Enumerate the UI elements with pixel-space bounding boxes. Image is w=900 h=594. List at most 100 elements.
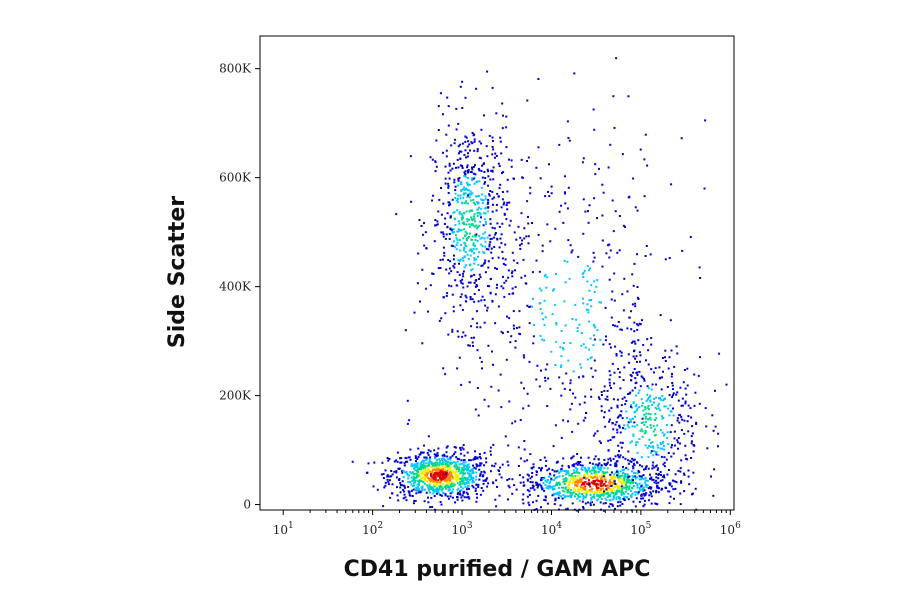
scatter-point [680, 429, 683, 432]
scatter-point [471, 238, 474, 241]
scatter-point [622, 491, 625, 494]
scatter-point [580, 344, 583, 347]
scatter-point [399, 481, 402, 484]
scatter-point [600, 441, 602, 444]
scatter-point [477, 206, 480, 209]
scatter-point [552, 488, 555, 491]
scatter-point [481, 264, 484, 267]
scatter-point [522, 493, 525, 496]
scatter-point [568, 481, 571, 484]
scatter-point [612, 324, 615, 327]
scatter-point [463, 477, 466, 480]
scatter-point [610, 485, 613, 487]
scatter-point [467, 169, 470, 172]
scatter-point [465, 136, 468, 139]
scatter-point [604, 479, 607, 482]
scatter-point [652, 454, 655, 457]
scatter-point [562, 348, 565, 351]
scatter-point [496, 485, 498, 488]
scatter-point [586, 483, 589, 486]
scatter-point [406, 422, 409, 425]
scatter-point [571, 456, 574, 459]
scatter-point [595, 491, 598, 494]
scatter-point [466, 184, 469, 187]
scatter-point [461, 218, 464, 221]
scatter-point [650, 426, 653, 429]
scatter-point [402, 469, 405, 472]
scatter-point [580, 486, 583, 489]
scatter-point [649, 394, 652, 397]
scatter-point [605, 464, 608, 467]
scatter-point [433, 484, 436, 486]
scatter-point [657, 477, 660, 480]
scatter-point [633, 368, 636, 370]
scatter-point [629, 481, 632, 484]
scatter-point [465, 223, 468, 226]
scatter-point [519, 481, 522, 484]
scatter-point [609, 473, 612, 476]
scatter-point [571, 318, 574, 320]
scatter-point [420, 468, 423, 471]
scatter-point [422, 481, 425, 483]
scatter-point [631, 406, 634, 409]
scatter-point [539, 459, 542, 461]
scatter-point [463, 247, 466, 249]
scatter-point [624, 486, 627, 489]
scatter-point [423, 500, 426, 503]
scatter-point [423, 482, 426, 485]
scatter-point [588, 348, 591, 351]
scatter-point [635, 360, 638, 363]
scatter-point [509, 219, 512, 222]
scatter-point [428, 463, 430, 466]
scatter-point [562, 221, 565, 224]
scatter-point [459, 452, 462, 455]
scatter-point [457, 145, 460, 148]
scatter-point [570, 402, 573, 405]
scatter-point [593, 197, 596, 200]
scatter-point [417, 456, 420, 458]
scatter-point [610, 459, 612, 462]
scatter-point [445, 149, 448, 152]
scatter-point [445, 472, 448, 475]
scatter-point [673, 480, 676, 483]
scatter-point [590, 367, 593, 370]
scatter-point [632, 459, 635, 462]
scatter-point [621, 293, 624, 296]
scatter-point [434, 469, 437, 471]
scatter-point [520, 158, 523, 161]
scatter-point [551, 485, 554, 488]
scatter-point [411, 471, 414, 474]
scatter-point [475, 248, 478, 251]
scatter-point [653, 428, 656, 431]
scatter-point [461, 335, 464, 338]
scatter-point [638, 478, 641, 481]
scatter-point [480, 207, 483, 210]
scatter-point [568, 139, 571, 142]
scatter-point [607, 244, 609, 247]
scatter-point [474, 173, 477, 176]
scatter-point [416, 282, 419, 285]
scatter-point [680, 137, 683, 140]
scatter-point [473, 257, 476, 260]
scatter-point [428, 478, 431, 481]
scatter-point [478, 278, 481, 280]
scatter-point [577, 490, 580, 492]
scatter-point [417, 470, 420, 473]
scatter-point [624, 403, 627, 406]
scatter-point [576, 326, 579, 329]
scatter-point [578, 323, 581, 326]
scatter-point [558, 472, 561, 475]
scatter-point [513, 231, 516, 234]
scatter-point [490, 237, 493, 240]
scatter-point [589, 504, 592, 507]
scatter-point [588, 482, 591, 485]
scatter-point [548, 467, 550, 470]
scatter-point [645, 484, 648, 487]
scatter-point [641, 402, 644, 405]
scatter-point [532, 342, 535, 345]
scatter-point [463, 496, 466, 499]
scatter-point [459, 143, 462, 146]
scatter-point [632, 340, 635, 343]
